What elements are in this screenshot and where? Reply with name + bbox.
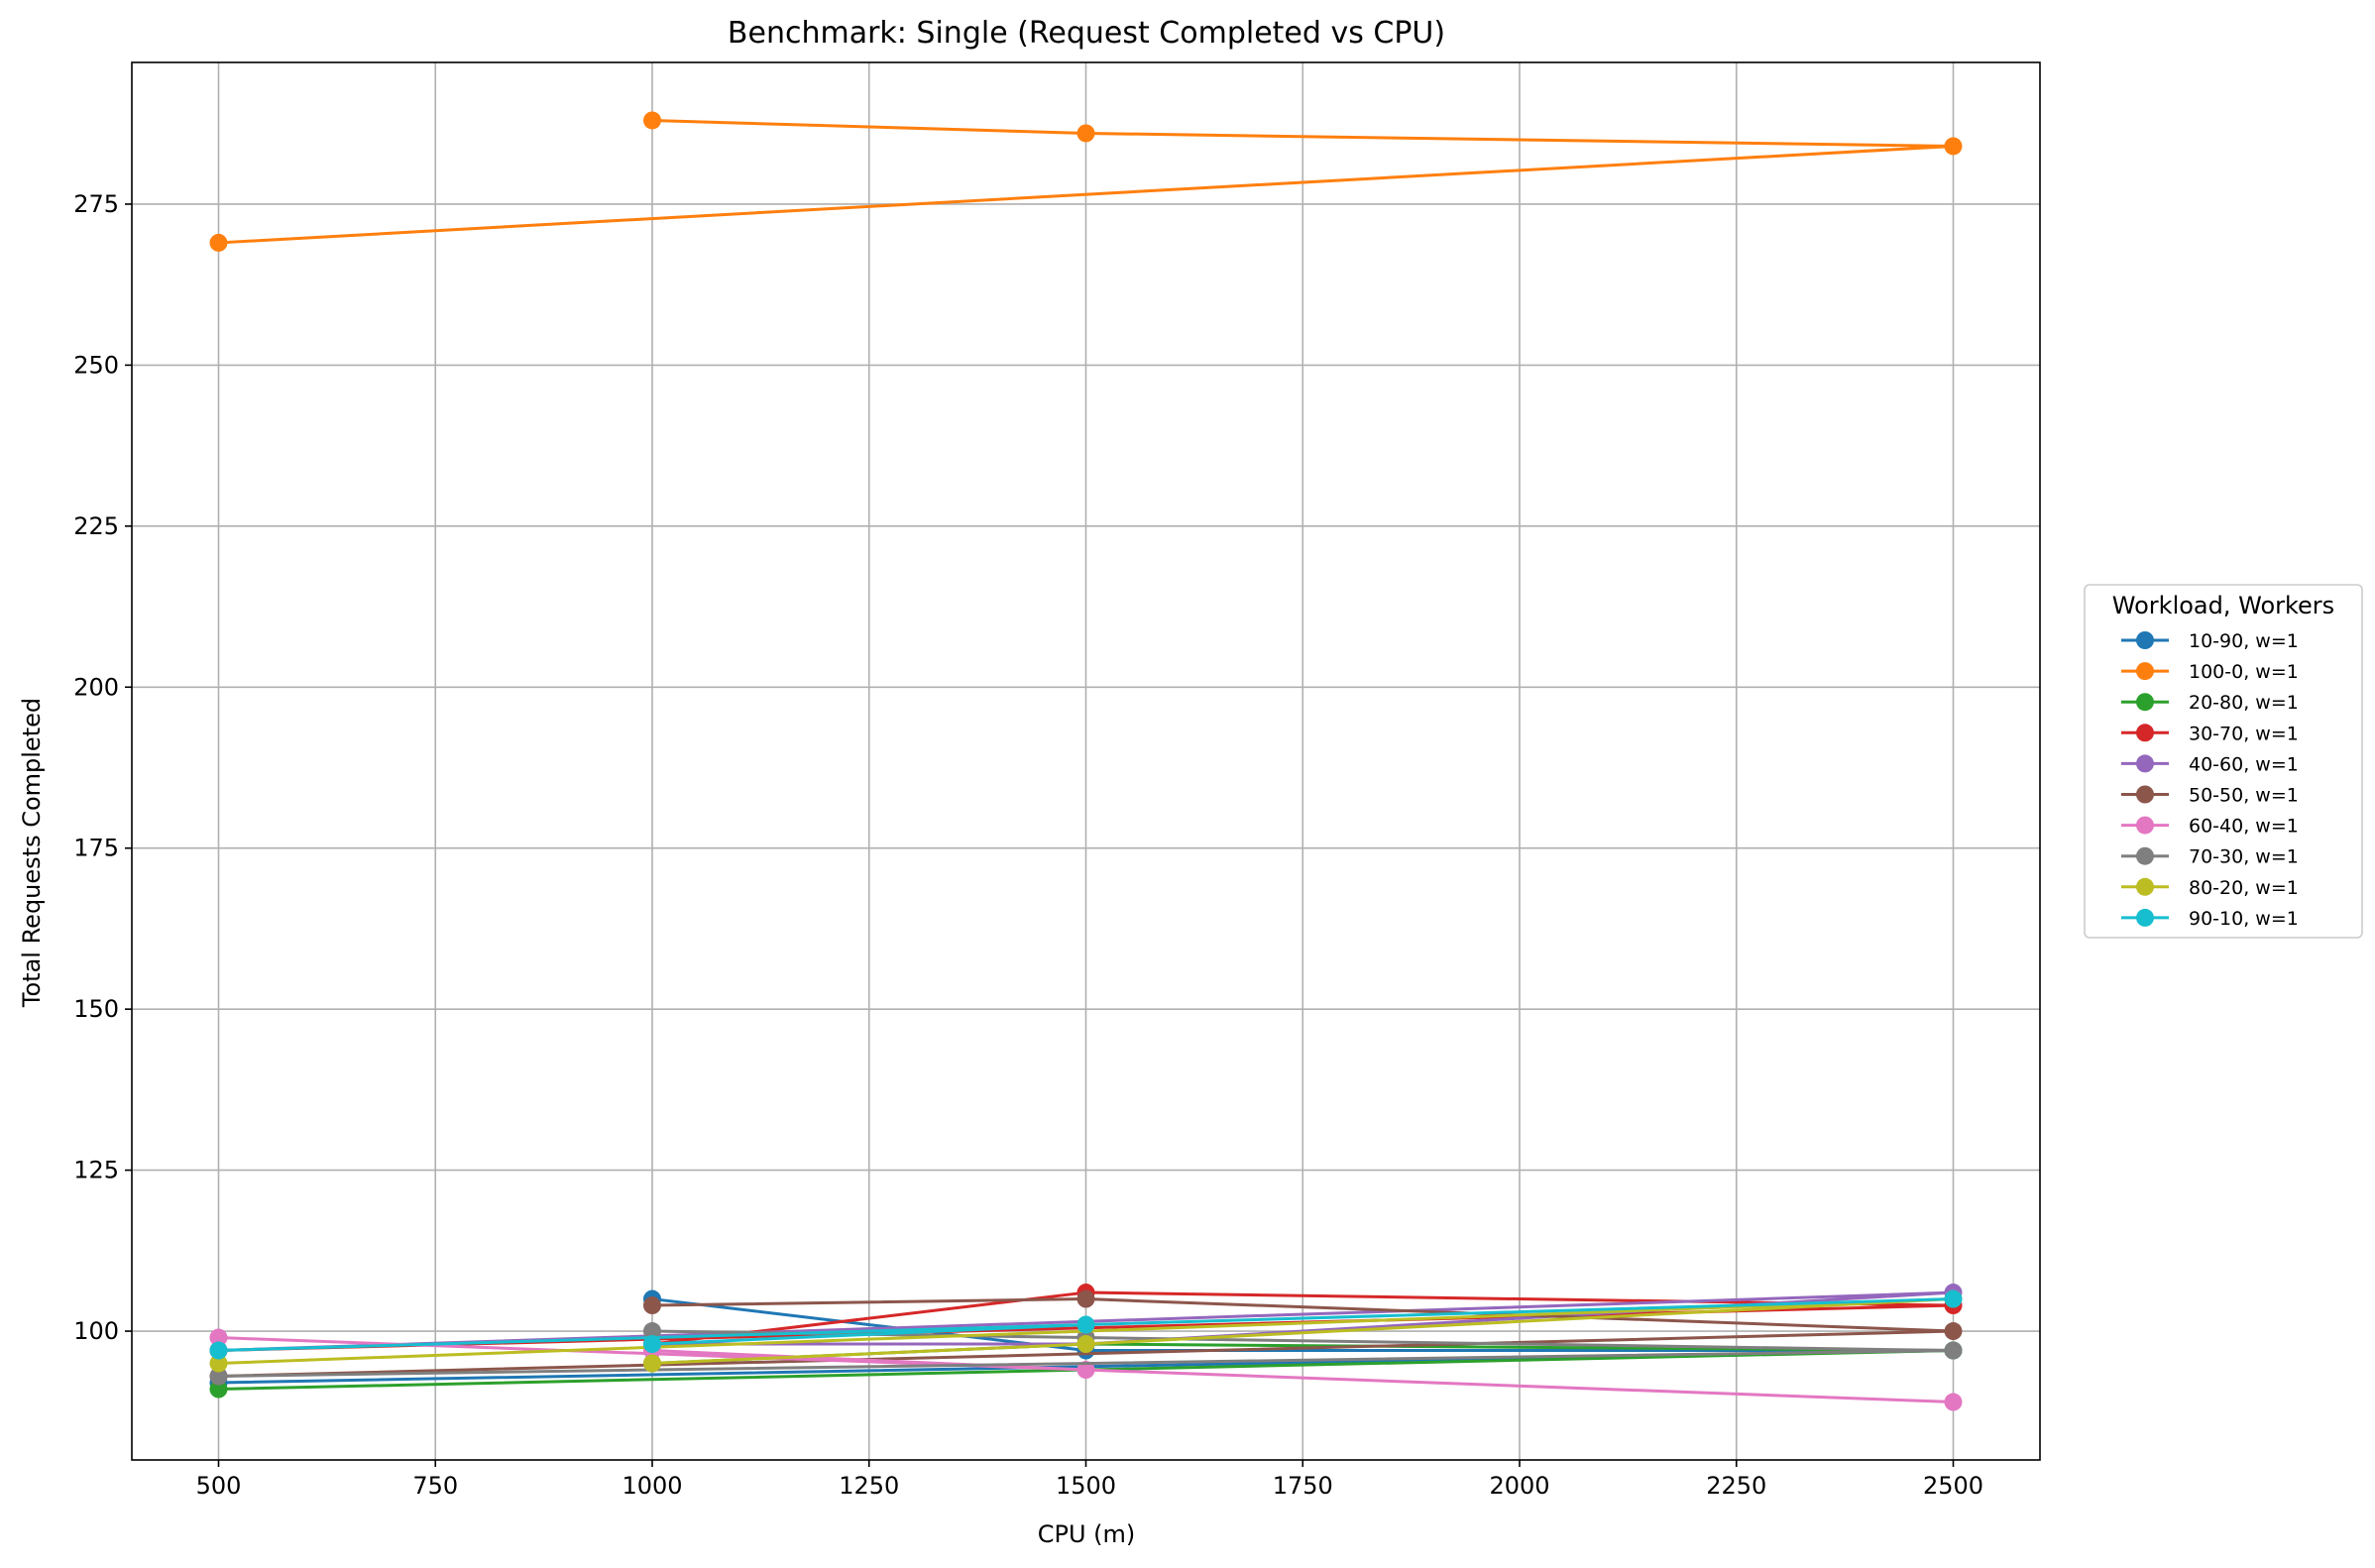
data-point [1944, 137, 1963, 156]
legend-marker [2136, 785, 2154, 804]
legend-marker [2136, 816, 2154, 835]
legend-label: 30-70, w=1 [2189, 723, 2299, 744]
data-point [643, 1335, 661, 1354]
y-tick-label: 275 [73, 190, 119, 218]
legend-entry: 80-20, w=1 [2121, 877, 2299, 899]
legend-marker [2136, 693, 2154, 712]
legend-label: 50-50, w=1 [2189, 785, 2299, 807]
data-point [643, 1296, 661, 1315]
data-point [1944, 1393, 1963, 1411]
data-point [1944, 1341, 1963, 1360]
legend-marker [2136, 908, 2154, 927]
chart-title: Benchmark: Single (Request Completed vs … [728, 16, 1445, 51]
x-tick-label: 1750 [1273, 1472, 1333, 1500]
legend: Workload, Workers 10-90, w=1 100-0, w=1 20… [2084, 584, 2363, 939]
legend-label: 100-0, w=1 [2189, 661, 2299, 683]
x-tick-label: 1250 [839, 1472, 899, 1500]
y-tick-label: 125 [73, 1157, 119, 1184]
y-tick-label: 225 [73, 512, 119, 540]
axis-ticks: 500 750 1000 1250 1500 1750 2000 2250 2500 100 125… [73, 190, 1983, 1500]
legend-marker [2136, 662, 2154, 681]
legend-entry: 10-90, w=1 [2121, 630, 2299, 652]
grid [132, 62, 2040, 1460]
legend-label: 90-10, w=1 [2189, 908, 2299, 930]
legend-entry: 60-40, w=1 [2121, 816, 2299, 838]
x-tick-label: 1500 [1056, 1472, 1116, 1500]
y-tick-label: 250 [73, 351, 119, 379]
y-tick-label: 100 [73, 1317, 119, 1345]
data-point [209, 1367, 228, 1386]
data-point [643, 1354, 661, 1373]
data-point [209, 233, 228, 252]
data-point [1076, 1315, 1095, 1334]
x-tick-label: 750 [412, 1472, 458, 1500]
legend-entry: 40-60, w=1 [2121, 753, 2299, 775]
data-point [1076, 1289, 1095, 1308]
legend-label: 40-60, w=1 [2189, 753, 2299, 775]
legend-entry: 30-70, w=1 [2121, 723, 2299, 744]
y-axis-label: Total Requests Completed [18, 698, 46, 1008]
legend-marker [2136, 631, 2154, 649]
x-tick-label: 2250 [1706, 1472, 1766, 1500]
x-tick-label: 2000 [1489, 1472, 1549, 1500]
data-point [209, 1380, 228, 1399]
y-tick-label: 150 [73, 995, 119, 1023]
x-axis-label: CPU (m) [1038, 1520, 1136, 1548]
legend-label: 60-40, w=1 [2189, 816, 2299, 838]
data-point [209, 1341, 228, 1360]
legend-label: 10-90, w=1 [2189, 630, 2299, 652]
legend-title: Workload, Workers [2112, 592, 2334, 619]
legend-entry: 90-10, w=1 [2121, 908, 2299, 930]
data-point [643, 1322, 661, 1341]
legend-label: 80-20, w=1 [2189, 877, 2299, 899]
legend-marker [2136, 877, 2154, 896]
data-point [1944, 1322, 1963, 1341]
legend-marker [2136, 846, 2154, 865]
legend-entry: 100-0, w=1 [2121, 661, 2299, 683]
x-tick-label: 1000 [622, 1472, 682, 1500]
legend-label: 70-30, w=1 [2189, 846, 2299, 868]
y-tick-label: 200 [73, 673, 119, 701]
legend-entry: 70-30, w=1 [2121, 846, 2299, 868]
legend-marker [2136, 724, 2154, 742]
series-90-10 [209, 1289, 1963, 1360]
series-100-0 [209, 111, 1963, 252]
legend-entry: 20-80, w=1 [2121, 692, 2299, 714]
x-tick-label: 500 [196, 1472, 242, 1500]
x-tick-label: 2500 [1923, 1472, 1983, 1500]
legend-label: 20-80, w=1 [2189, 692, 2299, 714]
data-point [1076, 1335, 1095, 1354]
data-point [643, 111, 661, 130]
legend-box [2084, 584, 2363, 939]
data-point [209, 1354, 228, 1373]
y-tick-label: 175 [73, 835, 119, 862]
series-line [218, 118, 1955, 245]
legend-items: 10-90, w=1 100-0, w=1 20-80, w=1 30-70, w=1… [2121, 630, 2299, 930]
data-point [1076, 124, 1095, 143]
legend-marker [2136, 754, 2154, 773]
series-layer [209, 111, 1963, 1411]
data-point [1944, 1289, 1963, 1308]
data-point [1076, 1361, 1095, 1380]
legend-entry: 50-50, w=1 [2121, 785, 2299, 807]
data-point [209, 1328, 228, 1347]
